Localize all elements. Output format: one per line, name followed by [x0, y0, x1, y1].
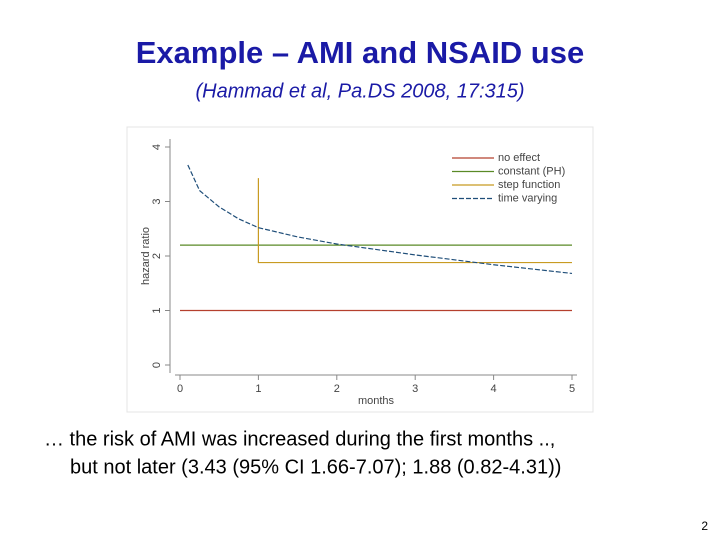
slide-title: Example – AMI and NSAID use — [136, 35, 584, 70]
legend-label: time varying — [498, 192, 557, 204]
x-tick-label: 2 — [334, 383, 340, 395]
x-tick-label: 0 — [177, 383, 183, 395]
x-tick-label: 3 — [412, 383, 418, 395]
legend-label: step function — [498, 179, 560, 191]
page-number: 2 — [701, 519, 708, 533]
y-tick-label: 3 — [151, 198, 163, 204]
chart-frame — [126, 126, 594, 413]
body-line: … the risk of AMI was increased during t… — [44, 428, 555, 450]
x-tick-label: 1 — [255, 383, 261, 395]
x-axis-label: months — [358, 395, 395, 407]
y-tick-label: 4 — [151, 144, 163, 150]
series-line — [187, 164, 573, 275]
y-axis-label: hazard ratio — [140, 227, 152, 285]
y-tick-label: 2 — [151, 253, 163, 259]
y-tick-label: 1 — [151, 307, 163, 313]
legend-label: constant (PH) — [498, 165, 565, 177]
body-line: but not later (3.43 (95% CI 1.66-7.07); … — [70, 456, 561, 478]
legend-label: no effect — [498, 152, 540, 164]
y-tick-label: 0 — [151, 362, 163, 368]
x-tick-label: 5 — [569, 383, 575, 395]
x-tick-label: 4 — [491, 383, 497, 395]
series-line — [257, 178, 572, 264]
citation: (Hammad et al, Pa.DS 2008, 17:315) — [195, 80, 524, 102]
